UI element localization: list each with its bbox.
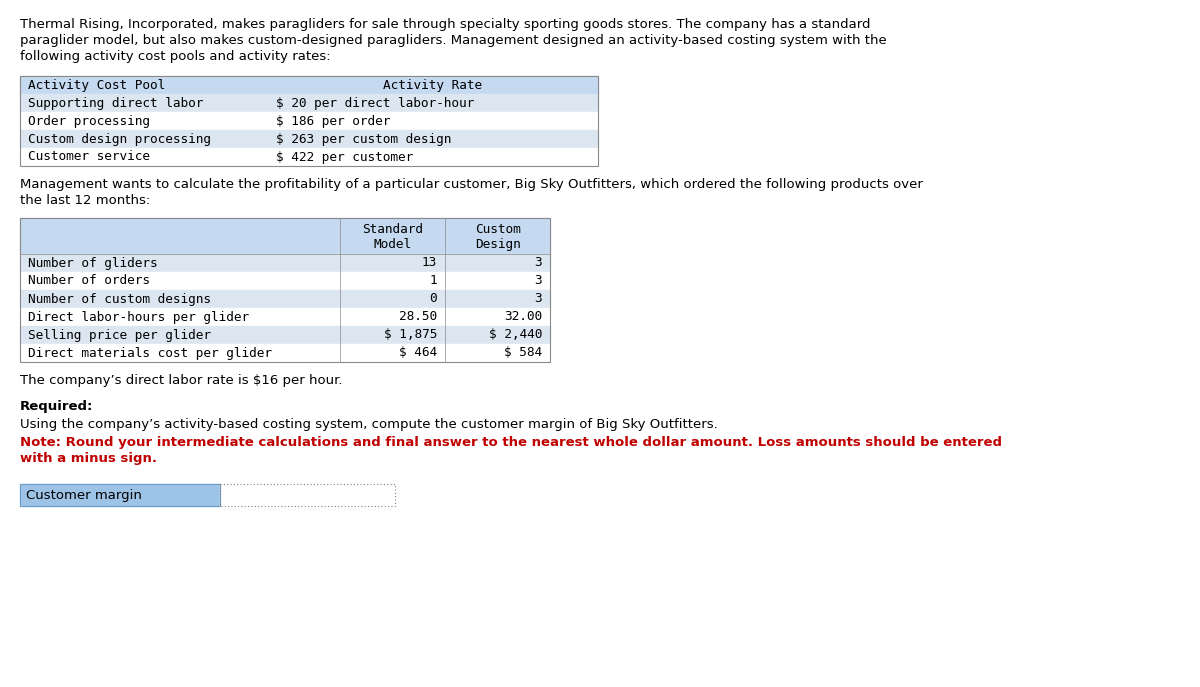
Text: 1: 1: [430, 275, 437, 287]
Text: Customer service: Customer service: [28, 150, 150, 164]
Text: Design: Design: [475, 238, 521, 251]
Text: Customer margin: Customer margin: [26, 488, 142, 502]
Text: $ 263 per custom design: $ 263 per custom design: [276, 133, 451, 146]
Text: $ 584: $ 584: [504, 346, 542, 359]
Bar: [220, 484, 395, 506]
Text: 28.50: 28.50: [398, 311, 437, 324]
Text: Direct materials cost per glider: Direct materials cost per glider: [28, 346, 272, 359]
Text: 3: 3: [534, 293, 542, 306]
Text: Custom design processing: Custom design processing: [28, 133, 211, 146]
Bar: [20, 344, 550, 362]
Text: Number of gliders: Number of gliders: [28, 256, 157, 269]
Bar: [20, 484, 220, 506]
Text: 3: 3: [534, 275, 542, 287]
Text: $ 1,875: $ 1,875: [384, 328, 437, 341]
Text: Supporting direct labor: Supporting direct labor: [28, 96, 203, 109]
Text: $ 20 per direct labor-hour: $ 20 per direct labor-hour: [276, 96, 474, 109]
Text: The company’s direct labor rate is $16 per hour.: The company’s direct labor rate is $16 p…: [20, 374, 342, 387]
Text: Number of custom designs: Number of custom designs: [28, 293, 211, 306]
Bar: [20, 148, 598, 166]
Bar: [20, 326, 550, 344]
Text: Required:: Required:: [20, 400, 94, 413]
Bar: [20, 112, 598, 130]
Bar: [20, 308, 550, 326]
Bar: [20, 94, 598, 112]
Bar: [20, 76, 598, 94]
Text: the last 12 months:: the last 12 months:: [20, 194, 150, 207]
Text: Note: Round your intermediate calculations and final answer to the nearest whole: Note: Round your intermediate calculatio…: [20, 436, 1002, 449]
Text: 32.00: 32.00: [504, 311, 542, 324]
Text: $ 464: $ 464: [398, 346, 437, 359]
Text: Activity Rate: Activity Rate: [384, 78, 482, 91]
Text: Standard: Standard: [362, 223, 424, 236]
Text: Number of orders: Number of orders: [28, 275, 150, 287]
Text: Model: Model: [373, 238, 412, 251]
Text: $ 2,440: $ 2,440: [488, 328, 542, 341]
Text: 13: 13: [421, 256, 437, 269]
Text: $ 422 per customer: $ 422 per customer: [276, 150, 413, 164]
Bar: [20, 130, 598, 148]
Text: Custom: Custom: [475, 223, 521, 236]
Text: following activity cost pools and activity rates:: following activity cost pools and activi…: [20, 50, 331, 63]
Text: Direct labor-hours per glider: Direct labor-hours per glider: [28, 311, 250, 324]
Text: 0: 0: [430, 293, 437, 306]
Bar: [20, 218, 550, 254]
Bar: [20, 290, 550, 308]
Text: Activity Cost Pool: Activity Cost Pool: [28, 78, 166, 91]
Bar: [220, 484, 395, 506]
Text: Thermal Rising, Incorporated, makes paragliders for sale through specialty sport: Thermal Rising, Incorporated, makes para…: [20, 18, 870, 31]
Text: Selling price per glider: Selling price per glider: [28, 328, 211, 341]
Text: with a minus sign.: with a minus sign.: [20, 452, 157, 465]
Text: $ 186 per order: $ 186 per order: [276, 115, 390, 128]
Text: paraglider model, but also makes custom-designed paragliders. Management designe: paraglider model, but also makes custom-…: [20, 34, 887, 47]
Text: Order processing: Order processing: [28, 115, 150, 128]
Text: 3: 3: [534, 256, 542, 269]
Bar: [20, 218, 550, 362]
Bar: [20, 254, 550, 272]
Text: Management wants to calculate the profitability of a particular customer, Big Sk: Management wants to calculate the profit…: [20, 178, 923, 191]
Bar: [20, 76, 598, 166]
Bar: [20, 272, 550, 290]
Text: Using the company’s activity-based costing system, compute the customer margin o: Using the company’s activity-based costi…: [20, 418, 718, 431]
Bar: [20, 484, 220, 506]
